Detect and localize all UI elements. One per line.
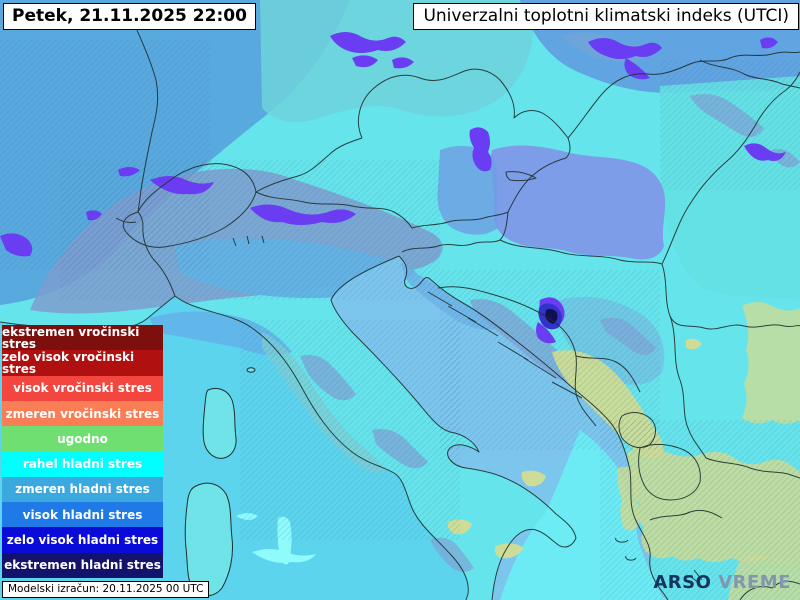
arso-logo-text: ARSO xyxy=(653,572,712,593)
page-title: Univerzalni toplotni klimatski indeks (U… xyxy=(413,3,799,30)
islands xyxy=(184,367,256,597)
legend-item: zelo visok hladni stres xyxy=(2,527,163,553)
legend-item-label: zmeren hladni stres xyxy=(15,482,150,497)
vreme-logo-text: VREME xyxy=(718,572,791,593)
legend-item: ekstremen hladni stres xyxy=(2,552,163,578)
island-corsica xyxy=(202,387,237,459)
terrain-hatch xyxy=(0,40,800,600)
legend-item-label: zelo visok hladni stres xyxy=(6,533,159,548)
legend-item: visok vročinski stres xyxy=(2,375,163,401)
legend-item: ugodno xyxy=(2,426,163,452)
legend-item-label: zelo visok vročinski stres xyxy=(2,349,135,376)
legend-item-label: zmeren vročinski stres xyxy=(5,406,160,421)
model-run-label: Modelski izračun: 20.11.2025 00 UTC xyxy=(2,581,210,598)
legend-item: zelo visok vročinski stres xyxy=(2,349,163,376)
utci-legend: ekstremen vročinski stres zelo visok vro… xyxy=(2,325,163,578)
legend-item-label: rahel hladni stres xyxy=(22,457,143,472)
legend-item-label: ekstremen hladni stres xyxy=(4,558,161,573)
legend-item: zmeren vročinski stres xyxy=(2,400,163,427)
datetime-label-box: Petek, 21.11.2025 22:00 xyxy=(3,3,256,30)
legend-rows: ekstremen vročinski stres zelo visok vro… xyxy=(2,325,163,578)
legend-item: ekstremen vročinski stres xyxy=(2,324,163,351)
arso-vreme-watermark: ARSO VREME xyxy=(653,572,791,593)
legend-item: rahel hladni stres xyxy=(2,451,163,477)
legend-item-label: visok vročinski stres xyxy=(13,381,152,396)
legend-item-label: ekstremen vročinski stres xyxy=(2,324,140,351)
island-sardinia xyxy=(184,482,233,597)
legend-item: visok hladni stres xyxy=(2,502,163,528)
legend-item: zmeren hladni stres xyxy=(2,476,163,503)
legend-item-label: visok hladni stres xyxy=(22,507,143,522)
legend-item-label: ugodno xyxy=(57,431,108,446)
